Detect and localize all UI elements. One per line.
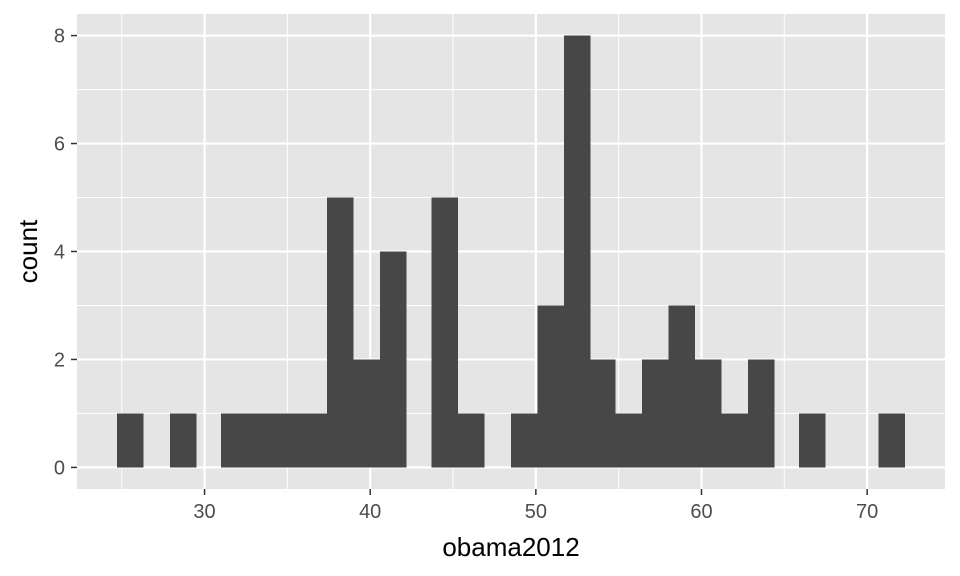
histogram-bar [300,413,328,468]
y-tick-label: 2 [54,349,65,371]
histogram-bar [747,359,775,468]
histogram-bar [511,413,538,468]
y-tick-label: 6 [54,134,65,156]
x-tick-label: 50 [525,501,547,523]
histogram-bar [353,359,381,468]
histogram-bar [380,251,407,468]
y-tick-label: 8 [54,26,65,48]
histogram-bar [878,413,906,468]
histogram-bar [274,413,301,468]
x-tick-label: 30 [193,501,215,523]
x-tick-label: 70 [856,501,878,523]
y-tick-label: 4 [54,242,65,264]
histogram-bar [564,35,591,468]
histogram-bar [116,413,144,468]
x-tick-label: 40 [359,501,381,523]
histogram-bar [457,413,485,468]
histogram-bar [247,413,275,468]
histogram-bar [221,413,248,468]
x-tick-label: 60 [690,501,712,523]
histogram-bar [721,413,748,468]
histogram-bar [327,197,354,468]
histogram-bars [116,35,906,468]
histogram-bar [169,413,197,468]
y-tick-label: 0 [54,457,65,479]
histogram-bar [799,413,826,468]
y-axis-title: count [13,219,43,283]
x-axis-title: obama2012 [442,532,579,562]
histogram-bar [694,359,722,468]
histogram-bar [590,359,616,468]
x-axis-ticks: 30 40 50 60 70 [193,489,878,523]
histogram-bar [668,305,695,468]
histogram-bar [537,305,565,468]
histogram-bar [641,359,669,468]
histogram-bar [615,413,642,468]
y-axis-ticks: 0 2 4 6 8 [54,26,77,479]
histogram-bar [431,197,458,468]
